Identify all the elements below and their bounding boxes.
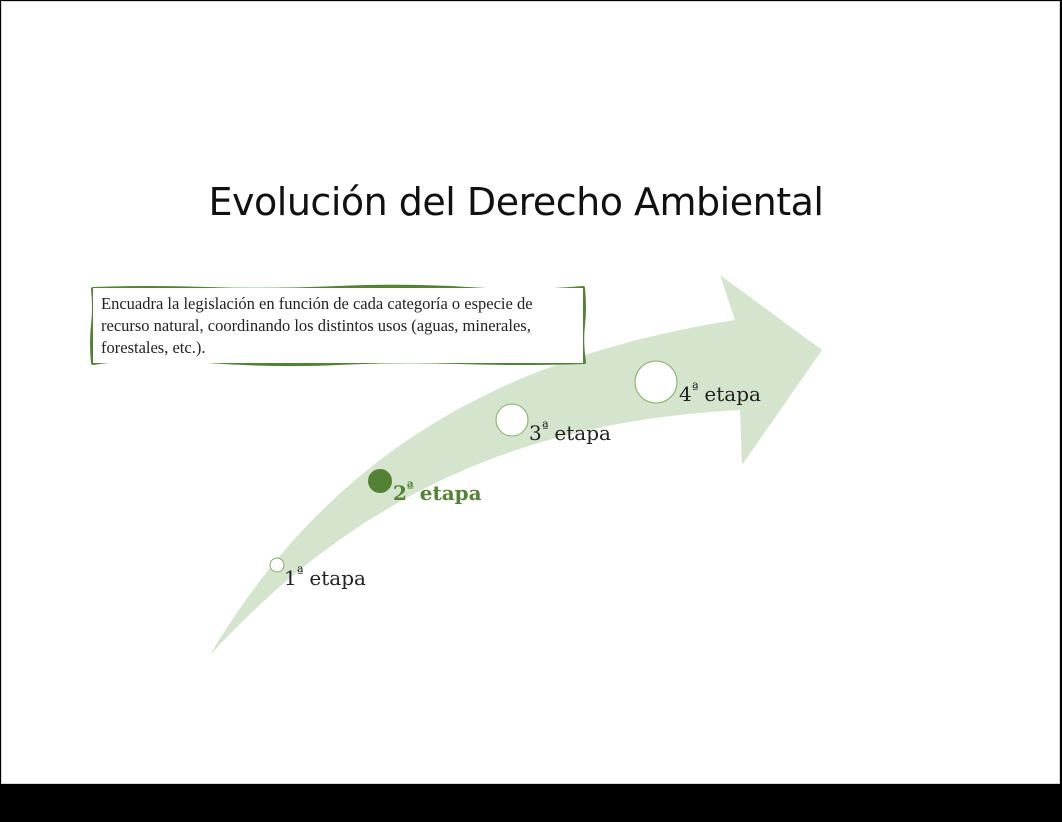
stage-2-label: 2ª etapa [393, 480, 482, 505]
stage-2-marker [368, 469, 392, 493]
description-box: Encuadra la legislación en función de ca… [93, 288, 583, 363]
stage-4-label: 4ª etapa [679, 381, 761, 406]
stage-1: 1ª etapa [269, 557, 366, 590]
slide-title: Evolución del Derecho Ambiental [208, 180, 824, 224]
stage-4: 4ª etapa [634, 360, 761, 406]
stage-3-marker [495, 403, 529, 437]
stage-2: 2ª etapa [368, 469, 482, 505]
stage-4-marker [634, 360, 678, 404]
stage-1-marker [269, 557, 285, 573]
timeline-diagram: 1ª etapa 2ª etapa 3ª etapa 4ª etapa [210, 275, 822, 655]
stage-1-label: 1ª etapa [284, 565, 366, 590]
stage-3-label: 3ª etapa [529, 420, 611, 445]
stage-3: 3ª etapa [495, 403, 611, 445]
bottom-bar [0, 784, 1062, 822]
